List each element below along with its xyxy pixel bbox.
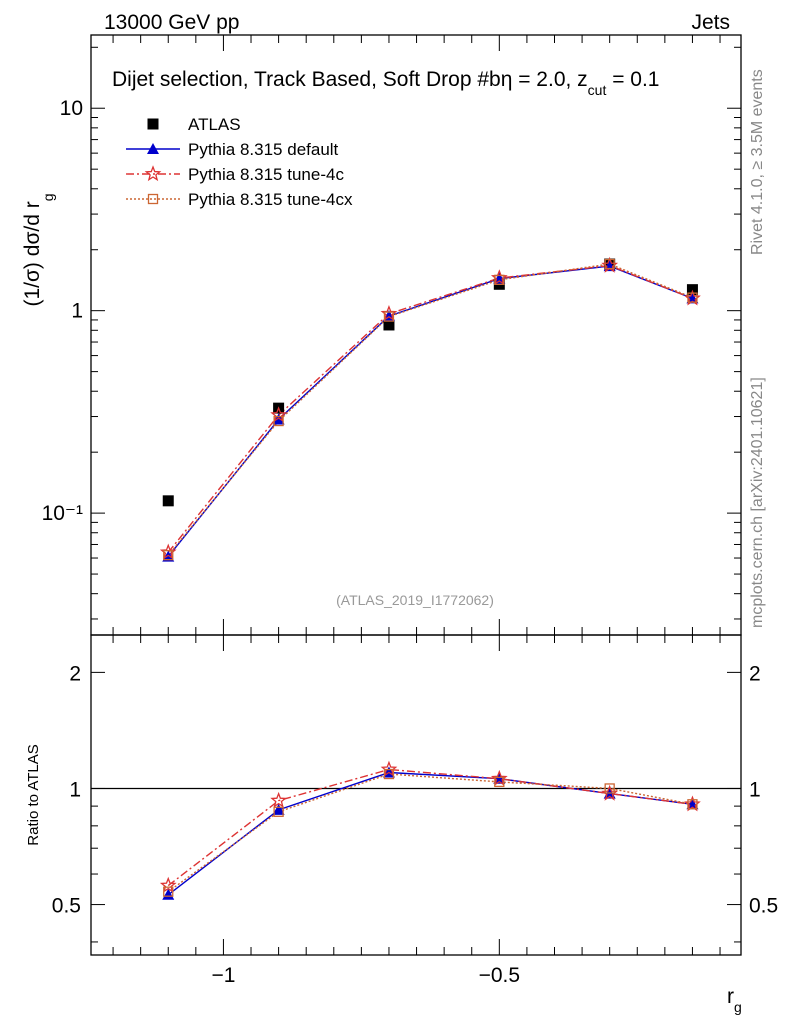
ratio-y-tick-label-left: 2 (69, 662, 81, 685)
ratio-series-line (167, 771, 693, 896)
legend-marker (147, 193, 159, 205)
main-data-point (383, 311, 395, 322)
ratio-data-point (273, 806, 284, 817)
legend: ATLAS Pythia 8.315 default Pythia 8.315 tu… (126, 115, 353, 209)
x-ticks: −1 −0.5 (112, 35, 721, 987)
header-right: Jets (691, 11, 730, 34)
rivet-label: Rivet 4.1.0, ≥ 3.5M events (749, 69, 766, 255)
ratio-y-ticks: 0.5 0.5 1 1 2 2 (52, 662, 778, 943)
ratio-data-point (687, 799, 698, 810)
main-y-tick-label: 1 (71, 300, 83, 323)
ratio-plot-frame (90, 634, 742, 956)
main-data-point (163, 549, 174, 561)
ratio-data-point (270, 791, 287, 808)
legend-marker (144, 165, 162, 182)
main-y-axis-label: (1/σ) dσ/d rg (21, 193, 56, 306)
ratio-y-tick-label-left: 1 (69, 778, 81, 801)
ratio-y-axis-label: Ratio to ATLAS (25, 744, 42, 845)
main-series-line (167, 264, 693, 553)
main-data-point (687, 292, 698, 303)
ratio-y-tick-label-right: 0.5 (749, 895, 778, 918)
main-data-point (273, 415, 284, 427)
ratio-data-point (272, 803, 285, 815)
ratio-y-tick-label-right: 2 (749, 662, 761, 685)
ratio-data-point (163, 886, 174, 897)
analysis-tag: (ATLAS_2019_I1772062) (336, 592, 494, 608)
x-axis-label: rg (727, 985, 742, 1015)
main-data-point (604, 258, 615, 270)
mcplots-label: mcplots.cern.ch [arXiv:2401.10621] (749, 377, 766, 628)
ratio-data-point (490, 769, 508, 786)
legend-label: ATLAS (188, 115, 241, 134)
main-data-point (272, 413, 285, 425)
main-y-tick-label: 10 (60, 97, 83, 120)
ratio-data-point (162, 888, 175, 900)
main-data-point (383, 319, 395, 331)
x-tick-label: −1 (211, 964, 235, 987)
ratio-series-line (167, 768, 693, 887)
main-data-point (270, 406, 287, 423)
legend-marker (147, 143, 159, 154)
ratio-series (159, 760, 701, 900)
ratio-series-line (167, 773, 693, 893)
plot-title: Dijet selection, Track Based, Soft Drop … (112, 68, 660, 98)
main-series (159, 256, 701, 562)
ratio-y-tick-label-left: 0.5 (52, 895, 81, 918)
ratio-data-point (380, 760, 398, 777)
main-y-ticks: 10⁻¹ 1 10 (42, 46, 741, 620)
ratio-y-tick-label-right: 1 (749, 778, 761, 801)
main-y-tick-label: 10⁻¹ (42, 502, 83, 525)
ratio-data-point (159, 876, 177, 893)
ratio-data-point (383, 768, 395, 780)
main-series-line (167, 263, 693, 556)
main-series-line (167, 265, 693, 558)
legend-label: Pythia 8.315 tune-4cx (188, 190, 353, 209)
ratio-data-point (494, 776, 505, 788)
main-data-point (162, 495, 174, 507)
legend-label: Pythia 8.315 default (188, 140, 339, 159)
legend-label: Pythia 8.315 tune-4c (188, 165, 344, 184)
main-data-point (494, 274, 505, 285)
ratio-data-point (604, 783, 615, 794)
header-left: 13000 GeV pp (104, 11, 239, 34)
x-tick-label: −0.5 (479, 964, 520, 987)
legend-marker (147, 118, 159, 130)
